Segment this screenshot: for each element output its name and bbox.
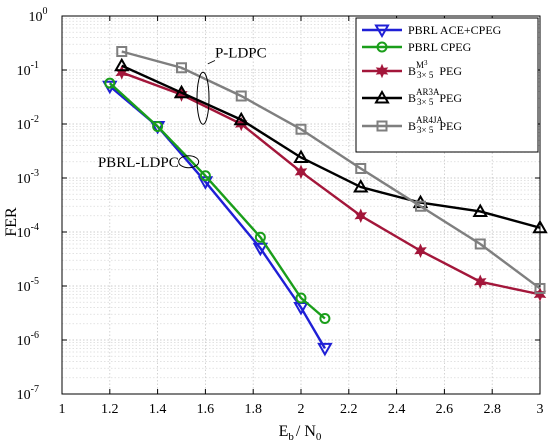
legend-label: PBRL CPEG <box>408 40 472 54</box>
x-axis-label-sub2: 0 <box>316 431 322 443</box>
x-axis-label-sub1: b <box>288 431 294 443</box>
legend-label: BAR4JA 3× 5 PEG <box>408 115 462 135</box>
y-axis-label: FER <box>3 207 20 237</box>
annotation-pbrl-ldpc: PBRL-LDPC <box>98 155 179 171</box>
x-axis-label-mid: / N <box>296 423 316 440</box>
data-point <box>293 149 309 163</box>
x-axis-label-base: E <box>279 423 289 440</box>
legend-swatch-marker <box>374 24 390 39</box>
legend: PBRL ACE+CPEG PBRL CPEG BM3 3× 5 PEG BAR3A 3× … <box>355 17 539 153</box>
annotation-ellipse <box>178 155 200 169</box>
data-point <box>472 203 488 217</box>
series-3 <box>114 57 548 234</box>
data-point <box>319 313 331 325</box>
data-point <box>104 77 116 89</box>
x-tick-label: 1.2 <box>101 402 119 417</box>
x-axis-label: Eb / N0 <box>279 423 322 443</box>
y-tick-label: 10-3 <box>17 168 39 187</box>
annotations: P-LDPC PBRL-LDPC <box>98 46 267 171</box>
data-point <box>353 179 369 193</box>
x-tick-label: 1.8 <box>244 402 262 417</box>
x-tick-label: 1 <box>59 402 66 417</box>
annotation-spacer <box>208 129 239 165</box>
series-line <box>108 82 326 320</box>
x-tick-label: 2.2 <box>340 402 358 417</box>
y-tick-label: 10-7 <box>17 384 39 403</box>
y-tick-label: 100 <box>29 6 48 25</box>
data-point <box>295 123 307 135</box>
annotation-p-ldpc: P-LDPC <box>215 46 267 62</box>
data-point <box>354 208 368 223</box>
data-point <box>199 170 211 182</box>
data-point <box>534 282 546 294</box>
axis-ticks: 1 1.2 1.4 1.6 1.8 2 2.2 2.4 2.6 2.8 3 100 10-1 10-2 10… <box>17 6 544 417</box>
series-1 <box>104 77 331 325</box>
data-point <box>233 111 249 126</box>
legend-swatch-marker <box>375 63 389 79</box>
series-line <box>121 64 541 229</box>
legend-label: BM3 3× 5 PEG <box>408 59 462 80</box>
legend-entry-2: BM3 3× 5 PEG <box>362 59 462 80</box>
series-lines <box>102 46 548 357</box>
x-tick-label: 2.6 <box>436 402 454 417</box>
x-tick-label: 3 <box>537 402 544 417</box>
data-point <box>532 219 548 234</box>
series-line <box>121 50 541 290</box>
data-point <box>355 162 367 174</box>
data-point <box>152 120 164 132</box>
series-0 <box>102 80 333 357</box>
data-point <box>173 84 190 99</box>
data-point <box>235 90 247 102</box>
x-tick-label: 1.6 <box>197 402 215 417</box>
data-point <box>474 238 486 250</box>
series-4 <box>116 46 546 294</box>
data-point <box>116 46 128 58</box>
data-point <box>473 274 487 289</box>
data-point <box>294 164 308 180</box>
y-tick-label: 10-6 <box>17 330 39 349</box>
legend-entry-0: PBRL ACE+CPEG <box>362 23 502 39</box>
y-tick-label: 10-4 <box>17 222 39 241</box>
x-tick-label: 2 <box>298 402 305 417</box>
y-tick-label: 10-1 <box>17 60 39 79</box>
data-point <box>414 243 427 258</box>
legend-swatch-marker <box>376 41 388 53</box>
data-point <box>295 292 307 304</box>
legend-entry-4: BAR4JA 3× 5 PEG <box>362 115 462 135</box>
annotation-ellipse <box>196 71 210 125</box>
data-point <box>114 57 130 72</box>
data-point <box>176 62 187 74</box>
x-tick-label: 1.4 <box>149 402 167 417</box>
legend-label: PBRL ACE+CPEG <box>408 23 502 37</box>
x-tick-label: 2.4 <box>388 402 406 417</box>
data-point <box>415 200 426 212</box>
legend-entry-3: BAR3A 3× 5 PEG <box>362 87 462 107</box>
x-tick-label: 2.8 <box>483 402 501 417</box>
y-tick-label: 10-5 <box>17 276 39 295</box>
legend-label: BAR3A 3× 5 PEG <box>408 87 462 107</box>
series-line <box>121 71 541 296</box>
data-point <box>252 242 269 257</box>
legend-swatch-marker <box>376 120 388 132</box>
legend-swatch-marker <box>374 89 390 104</box>
annotation-leader <box>207 60 216 65</box>
legend-entry-1: PBRL CPEG <box>362 40 472 54</box>
y-tick-label: 10-2 <box>17 114 39 133</box>
data-point <box>254 231 266 243</box>
data-point <box>317 342 333 357</box>
